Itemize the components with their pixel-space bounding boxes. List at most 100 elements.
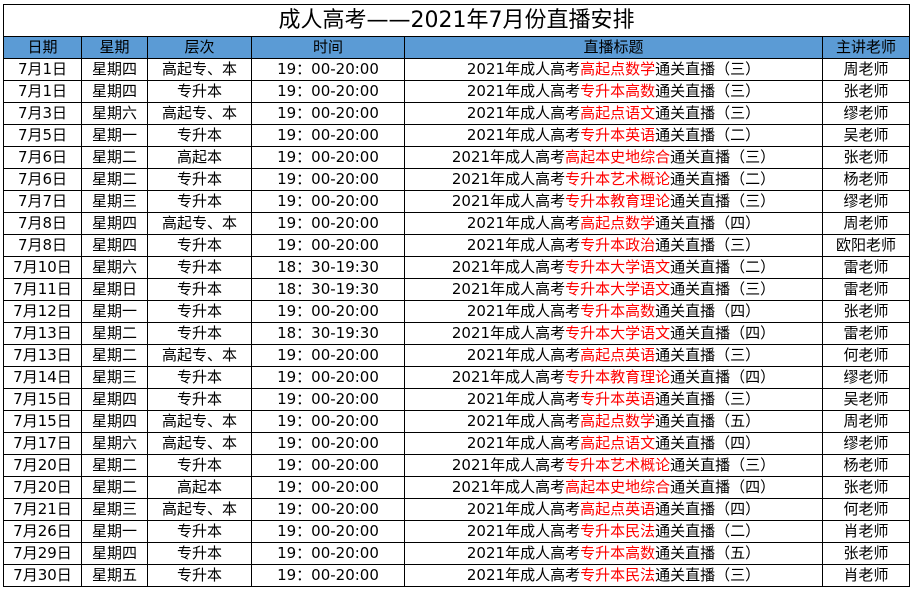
title-subject: 专升本高数 xyxy=(580,82,656,100)
cell-weekday: 星期四 xyxy=(81,58,148,81)
title-subject: 专升本民法 xyxy=(580,566,656,584)
cell-date: 7月12日 xyxy=(3,300,82,323)
cell-teacher: 张老师 xyxy=(822,80,910,103)
cell-time: 19：00-20:00 xyxy=(251,498,405,521)
table-row: 7月6日 星期二 专升本 19：00-20:00 2021年成人高考专升本艺术概论通关直… xyxy=(3,168,910,191)
cell-level: 专升本 xyxy=(147,168,252,191)
title-subject: 高起点数学 xyxy=(580,60,656,78)
cell-level: 高起本 xyxy=(147,146,252,169)
cell-weekday: 星期四 xyxy=(81,410,148,433)
cell-teacher: 缪老师 xyxy=(822,366,910,389)
cell-weekday: 星期二 xyxy=(81,476,148,499)
cell-level: 高起专、本 xyxy=(147,410,252,433)
table-row: 7月20日 星期二 高起本 19：00-20:00 2021年成人高考高起本史地综合通关… xyxy=(3,476,910,499)
cell-time: 19：00-20:00 xyxy=(251,344,405,367)
cell-time: 19：00-20:00 xyxy=(251,366,405,389)
header-teacher: 主讲老师 xyxy=(822,36,910,59)
title-subject: 专升本艺术概论 xyxy=(565,456,671,474)
cell-weekday: 星期四 xyxy=(81,80,148,103)
title-prefix: 2021年成人高考 xyxy=(466,302,581,320)
cell-weekday: 星期四 xyxy=(81,234,148,257)
cell-level: 专升本 xyxy=(147,124,252,147)
cell-date: 7月20日 xyxy=(3,454,82,477)
cell-weekday: 星期四 xyxy=(81,542,148,565)
title-prefix: 2021年成人高考 xyxy=(466,126,581,144)
table-row: 7月17日 星期六 高起专、本 19：00-20:00 2021年成人高考高起点语文通关… xyxy=(3,432,910,455)
cell-weekday: 星期二 xyxy=(81,454,148,477)
header-title: 直播标题 xyxy=(404,36,823,59)
title-suffix: 通关直播（三） xyxy=(670,192,776,210)
cell-weekday: 星期三 xyxy=(81,498,148,521)
title-prefix: 2021年成人高考 xyxy=(466,390,581,408)
title-suffix: 通关直播（三） xyxy=(655,236,761,254)
table-row: 7月1日 星期四 专升本 19：00-20:00 2021年成人高考专升本高数通关直播（… xyxy=(3,80,910,103)
cell-title: 2021年成人高考专升本英语通关直播（三） xyxy=(404,388,823,411)
cell-level: 高起专、本 xyxy=(147,212,252,235)
title-suffix: 通关直播（二） xyxy=(655,522,761,540)
table-row: 7月30日 星期五 专升本 19：00-20:00 2021年成人高考专升本民法通关直播… xyxy=(3,564,910,587)
cell-date: 7月11日 xyxy=(3,278,82,301)
cell-time: 19：00-20:00 xyxy=(251,234,405,257)
title-subject: 高起本史地综合 xyxy=(565,148,671,166)
title-prefix: 2021年成人高考 xyxy=(466,544,581,562)
table-row: 7月29日 星期四 专升本 19：00-20:00 2021年成人高考专升本高数通关直播… xyxy=(3,542,910,565)
cell-title: 2021年成人高考专升本大学语文通关直播（三） xyxy=(404,278,823,301)
cell-weekday: 星期五 xyxy=(81,564,148,587)
title-prefix: 2021年成人高考 xyxy=(451,368,566,386)
title-suffix: 通关直播（三） xyxy=(655,566,761,584)
title-suffix: 通关直播（二） xyxy=(655,126,761,144)
cell-level: 专升本 xyxy=(147,234,252,257)
cell-teacher: 张老师 xyxy=(822,542,910,565)
cell-title: 2021年成人高考专升本民法通关直播（三） xyxy=(404,564,823,587)
cell-title: 2021年成人高考专升本教育理论通关直播（三） xyxy=(404,190,823,213)
header-time: 时间 xyxy=(251,36,405,59)
cell-title: 2021年成人高考高起点英语通关直播（四） xyxy=(404,498,823,521)
cell-title: 2021年成人高考专升本高数通关直播（三） xyxy=(404,80,823,103)
cell-title: 2021年成人高考高起点语文通关直播（四） xyxy=(404,432,823,455)
cell-teacher: 何老师 xyxy=(822,344,910,367)
cell-level: 高起专、本 xyxy=(147,58,252,81)
cell-weekday: 星期六 xyxy=(81,102,148,125)
table-row: 7月8日 星期四 高起专、本 19：00-20:00 2021年成人高考高起点数学通关直… xyxy=(3,212,910,235)
cell-date: 7月17日 xyxy=(3,432,82,455)
cell-date: 7月7日 xyxy=(3,190,82,213)
table-row: 7月3日 星期六 高起专、本 19：00-20:00 2021年成人高考高起点语文通关直… xyxy=(3,102,910,125)
cell-time: 19：00-20:00 xyxy=(251,432,405,455)
cell-weekday: 星期日 xyxy=(81,278,148,301)
schedule-table: 成人高考——2021年7月份直播安排 日期 星期 层次 时间 直播标题 主讲老师… xyxy=(3,4,910,587)
title-subject: 高起点语文 xyxy=(580,434,656,452)
title-subject: 专升本英语 xyxy=(580,126,656,144)
cell-time: 19：00-20:00 xyxy=(251,410,405,433)
table-row: 7月8日 星期四 专升本 19：00-20:00 2021年成人高考专升本政治通关直播（… xyxy=(3,234,910,257)
header-date: 日期 xyxy=(3,36,82,59)
title-suffix: 通关直播（四） xyxy=(655,434,761,452)
cell-weekday: 星期四 xyxy=(81,212,148,235)
cell-teacher: 张老师 xyxy=(822,300,910,323)
title-subject: 高起点数学 xyxy=(580,214,656,232)
cell-time: 19：00-20:00 xyxy=(251,124,405,147)
cell-teacher: 何老师 xyxy=(822,498,910,521)
cell-date: 7月1日 xyxy=(3,58,82,81)
title-suffix: 通关直播（三） xyxy=(655,82,761,100)
cell-title: 2021年成人高考专升本高数通关直播（四） xyxy=(404,300,823,323)
cell-weekday: 星期三 xyxy=(81,190,148,213)
title-suffix: 通关直播（四） xyxy=(670,368,776,386)
cell-teacher: 张老师 xyxy=(822,146,910,169)
cell-time: 19：00-20:00 xyxy=(251,102,405,125)
title-suffix: 通关直播（四） xyxy=(655,214,761,232)
cell-time: 18：30-19:30 xyxy=(251,256,405,279)
cell-date: 7月6日 xyxy=(3,146,82,169)
cell-date: 7月20日 xyxy=(3,476,82,499)
cell-weekday: 星期六 xyxy=(81,432,148,455)
table-row: 7月15日 星期四 高起专、本 19：00-20:00 2021年成人高考高起点数学通关… xyxy=(3,410,910,433)
cell-level: 高起专、本 xyxy=(147,498,252,521)
title-suffix: 通关直播（三） xyxy=(670,280,776,298)
cell-date: 7月10日 xyxy=(3,256,82,279)
title-prefix: 2021年成人高考 xyxy=(451,478,566,496)
cell-time: 18：30-19:30 xyxy=(251,322,405,345)
cell-teacher: 肖老师 xyxy=(822,520,910,543)
title-suffix: 通关直播（三） xyxy=(655,104,761,122)
cell-teacher: 雷老师 xyxy=(822,278,910,301)
title-prefix: 2021年成人高考 xyxy=(451,170,566,188)
cell-time: 19：00-20:00 xyxy=(251,520,405,543)
